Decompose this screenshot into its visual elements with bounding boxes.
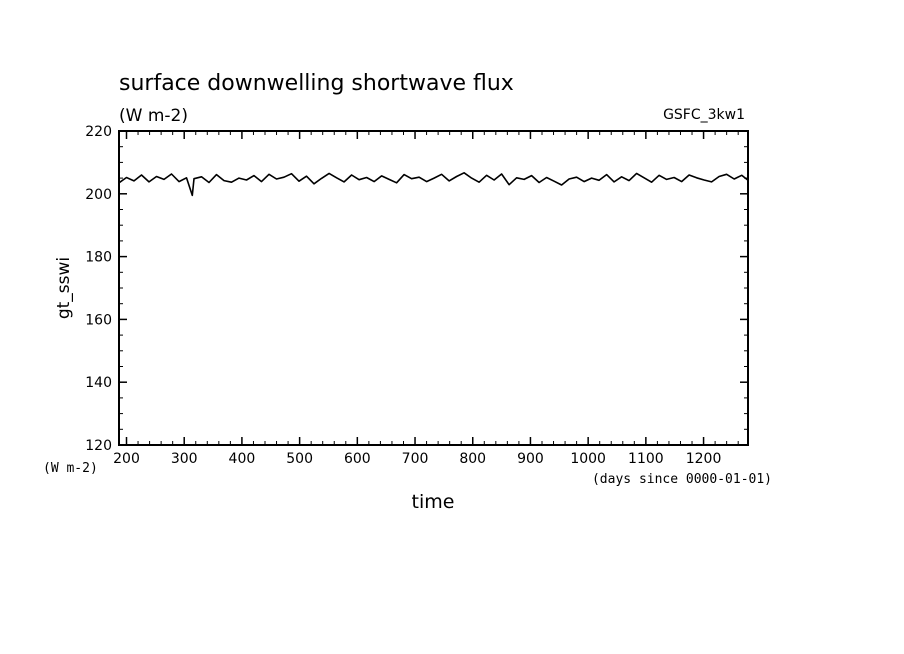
x-tick-label: 1200 bbox=[686, 451, 722, 467]
x-tick-label: 900 bbox=[517, 451, 544, 467]
x-tick-label: 300 bbox=[171, 451, 198, 467]
x-tick-label: 1100 bbox=[628, 451, 664, 467]
y-tick-label: 220 bbox=[85, 124, 112, 140]
x-axis-label: time bbox=[412, 491, 455, 513]
x-tick-label: 800 bbox=[459, 451, 486, 467]
series-group bbox=[118, 172, 749, 197]
chart-title: surface downwelling shortwave flux bbox=[119, 71, 514, 96]
x-tick-label: 400 bbox=[229, 451, 256, 467]
y-axis-ticks: 120 140 160 180 200 220 bbox=[85, 124, 748, 454]
x-tick-label: 1000 bbox=[570, 451, 606, 467]
y-axis-label: gt_sswi bbox=[54, 257, 74, 319]
x-tick-label: 200 bbox=[113, 451, 140, 467]
plot-frame bbox=[118, 130, 749, 446]
series-line bbox=[118, 172, 749, 197]
x-tick-label: 700 bbox=[402, 451, 429, 467]
y-axis-units: (W m-2) bbox=[43, 461, 98, 476]
dataset-label: GSFC_3kw1 bbox=[663, 107, 745, 123]
x-axis-units: (days since 0000-01-01) bbox=[592, 472, 772, 487]
y-tick-label: 120 bbox=[85, 438, 112, 454]
y-tick-label: 140 bbox=[85, 375, 112, 391]
y-tick-label: 200 bbox=[85, 187, 112, 203]
chart-subtitle-units: (W m-2) bbox=[119, 106, 188, 126]
y-tick-label: 180 bbox=[85, 250, 112, 266]
x-tick-label: 500 bbox=[286, 451, 313, 467]
y-tick-label: 160 bbox=[85, 312, 112, 328]
x-tick-label: 600 bbox=[344, 451, 371, 467]
